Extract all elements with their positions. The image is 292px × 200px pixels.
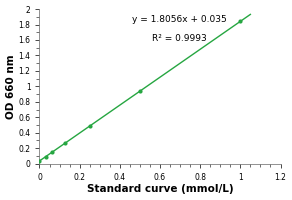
Text: R² = 0.9993: R² = 0.9993: [152, 34, 207, 43]
X-axis label: Standard curve (mmol/L): Standard curve (mmol/L): [87, 184, 233, 194]
Text: y = 1.8056x + 0.035: y = 1.8056x + 0.035: [132, 15, 227, 24]
Y-axis label: OD 660 nm: OD 660 nm: [6, 54, 15, 119]
